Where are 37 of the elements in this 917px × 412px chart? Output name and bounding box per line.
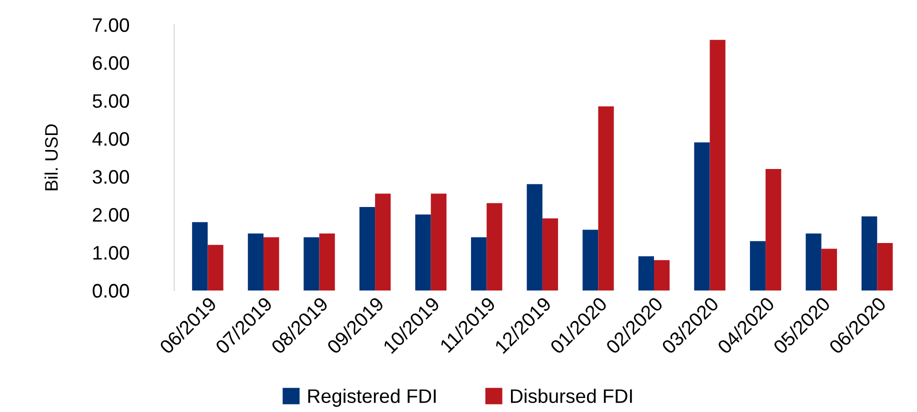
bar [862,216,878,290]
y-axis-title: Bil. USD [44,124,58,190]
bar [806,234,822,290]
y-tick-label: 4.00 [92,132,130,146]
bar [430,194,446,290]
bar [582,230,598,290]
bar [750,241,766,290]
bar [304,237,320,290]
bar [263,237,280,290]
y-tick-label: 5.00 [92,94,130,108]
y-tick-label: 6.00 [92,56,130,70]
y-tick-label: 3.00 [92,170,130,184]
bar [248,234,264,290]
y-tick-label: 1.00 [93,246,130,260]
bar [542,218,558,290]
bar [694,142,710,290]
bar [598,106,614,290]
bar [208,244,224,290]
legend-label: Registered FDI [308,388,436,407]
bar [877,243,893,290]
bar [192,222,208,290]
bar [654,260,670,290]
bar [319,234,335,290]
bar [526,184,542,290]
bar [638,256,654,290]
bar [359,206,376,290]
bar [821,248,837,290]
bar [766,168,782,290]
bar [710,40,726,290]
bar [486,203,502,290]
y-tick-label: 7.00 [92,18,130,32]
legend-label: Disbursed FDI [510,388,632,404]
bar [471,237,487,290]
bar [415,214,431,290]
y-tick-label: 2.00 [92,208,130,222]
y-tick-label: 0.00 [92,284,130,298]
bar [375,194,391,290]
